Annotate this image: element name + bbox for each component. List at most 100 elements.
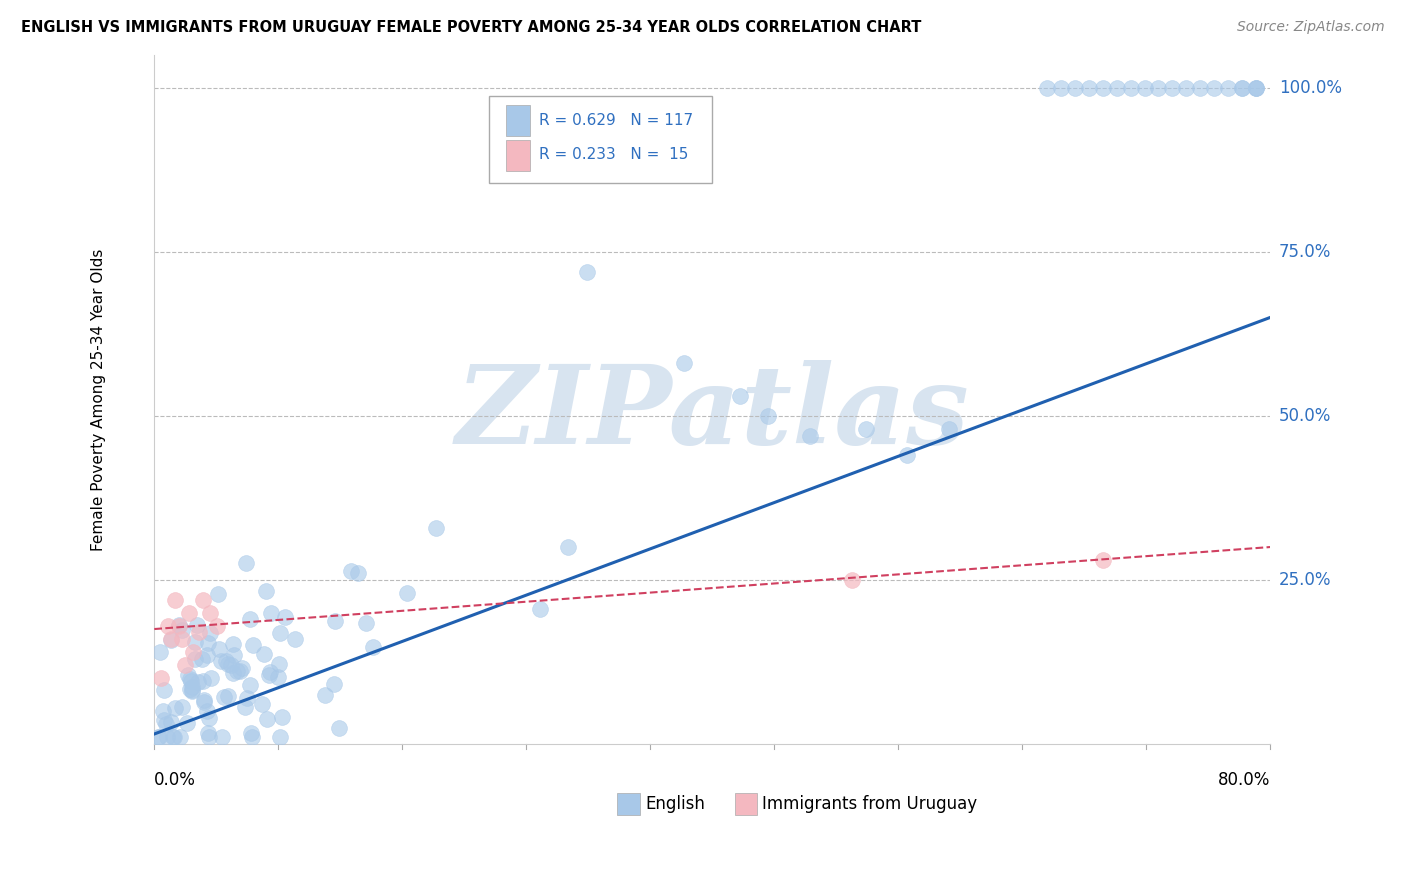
Point <box>233 700 256 714</box>
Point <box>195 648 218 663</box>
Text: 25.0%: 25.0% <box>1279 571 1331 589</box>
FancyBboxPatch shape <box>489 96 713 183</box>
Point <box>841 573 863 587</box>
Point <box>211 731 233 745</box>
Point <box>148 731 170 745</box>
Point <box>239 726 262 740</box>
Point <box>728 389 751 403</box>
Point <box>222 665 245 680</box>
Point <box>896 448 918 462</box>
Point <box>240 731 263 745</box>
Point <box>252 697 274 711</box>
Point <box>1091 81 1114 95</box>
Point <box>269 731 291 745</box>
Point <box>236 691 259 706</box>
Point <box>269 657 291 672</box>
Point <box>284 632 307 646</box>
Point <box>172 632 194 646</box>
Point <box>205 619 228 633</box>
Point <box>219 658 242 673</box>
Point <box>159 633 181 648</box>
Point <box>215 654 238 668</box>
Point <box>221 637 243 651</box>
Point <box>152 713 174 727</box>
Point <box>1244 81 1267 95</box>
Point <box>180 680 202 694</box>
Point <box>149 645 172 659</box>
Point <box>529 601 551 615</box>
Text: English: English <box>645 795 706 813</box>
Text: 75.0%: 75.0% <box>1279 243 1331 260</box>
Point <box>256 712 278 726</box>
Point <box>1189 81 1212 95</box>
Point <box>165 592 187 607</box>
Point <box>231 661 253 675</box>
Point <box>259 665 281 680</box>
Point <box>179 672 201 686</box>
Point <box>180 673 202 688</box>
Point <box>1175 81 1198 95</box>
Point <box>191 592 214 607</box>
Point <box>197 726 219 740</box>
Point <box>217 657 239 671</box>
Point <box>198 626 221 640</box>
Point <box>162 731 184 745</box>
Point <box>938 422 960 436</box>
Point <box>181 683 204 698</box>
Text: 50.0%: 50.0% <box>1279 407 1331 425</box>
Point <box>259 668 281 682</box>
Point <box>339 564 361 578</box>
Point <box>1133 81 1156 95</box>
Point <box>354 615 377 630</box>
Text: 80.0%: 80.0% <box>1218 772 1270 789</box>
Point <box>328 721 350 735</box>
Point <box>180 684 202 698</box>
Text: Immigrants from Uruguay: Immigrants from Uruguay <box>762 795 977 813</box>
Point <box>169 731 191 745</box>
Point <box>1077 81 1099 95</box>
Point <box>152 704 174 718</box>
Point <box>191 674 214 689</box>
Point <box>226 664 249 678</box>
Point <box>197 731 219 745</box>
Point <box>1105 81 1128 95</box>
Point <box>187 675 209 690</box>
Point <box>155 717 177 731</box>
Point <box>396 586 419 600</box>
Point <box>217 690 239 704</box>
Point <box>229 664 252 678</box>
Point <box>193 693 215 707</box>
Point <box>323 615 346 629</box>
Point <box>260 606 283 620</box>
Point <box>170 623 193 637</box>
Point <box>183 645 205 659</box>
Point <box>1063 81 1085 95</box>
Point <box>184 651 207 665</box>
Point <box>174 658 197 673</box>
Point <box>179 682 201 697</box>
Point <box>198 711 221 725</box>
Point <box>200 671 222 685</box>
FancyBboxPatch shape <box>506 140 530 171</box>
FancyBboxPatch shape <box>734 793 756 814</box>
Point <box>207 587 229 601</box>
Point <box>177 668 200 682</box>
Text: R = 0.233   N =  15: R = 0.233 N = 15 <box>540 147 689 162</box>
Point <box>191 651 214 665</box>
Point <box>1119 81 1142 95</box>
Point <box>169 619 191 633</box>
Point <box>150 671 173 685</box>
Point <box>346 566 368 580</box>
Point <box>254 583 277 598</box>
Point <box>235 557 257 571</box>
Text: 0.0%: 0.0% <box>155 772 197 789</box>
Point <box>242 638 264 652</box>
Point <box>157 619 180 633</box>
Point <box>153 683 176 698</box>
Point <box>673 356 696 370</box>
FancyBboxPatch shape <box>617 793 640 814</box>
Point <box>1244 81 1267 95</box>
Point <box>1147 81 1170 95</box>
Point <box>187 625 209 640</box>
FancyBboxPatch shape <box>506 104 530 136</box>
